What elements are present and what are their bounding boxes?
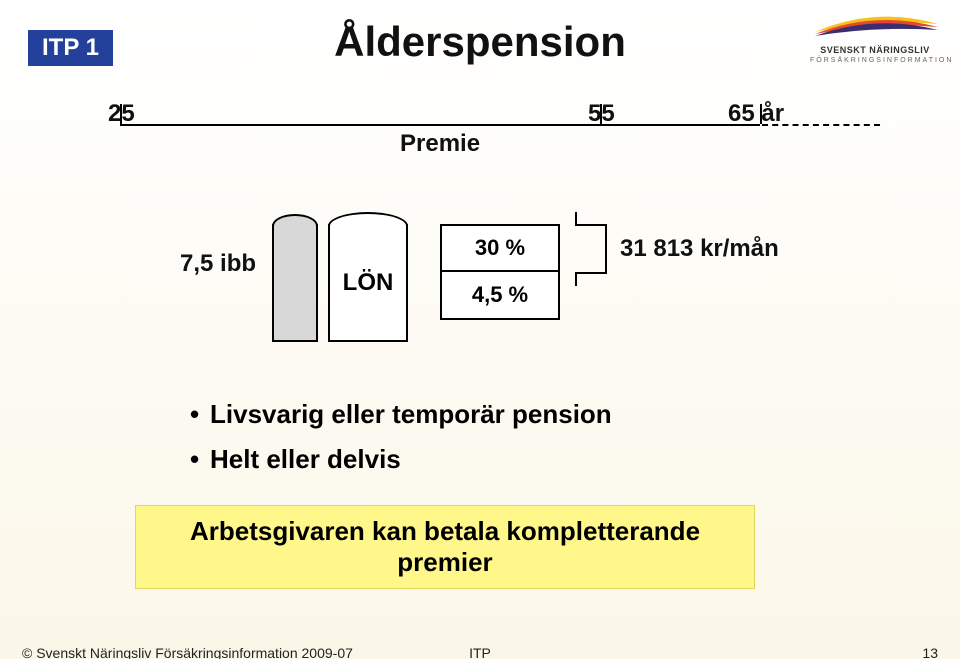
logo-text-2: FÖRSÄKRINGSINFORMATION (810, 57, 940, 64)
timeline-premie-label: Premie (400, 130, 480, 158)
timeline: 25 55 65 år Premie (80, 100, 880, 170)
label-krman: 31 813 kr/mån (620, 235, 779, 263)
slide: ITP 1 Ålderspension SVENSKT NÄRINGSLIV F… (0, 0, 960, 659)
bracket-tick-bottom (575, 272, 577, 286)
timeline-line (120, 124, 760, 126)
bullet-2: •Helt eller delvis (190, 440, 612, 479)
bar-45pct-text: 4,5 % (472, 282, 528, 308)
bracket-tick-top (575, 212, 577, 226)
timeline-tick-mid (600, 104, 602, 124)
logo-text-1: SVENSKT NÄRINGSLIV (810, 45, 940, 55)
lon-box: LÖN (328, 224, 408, 342)
timeline-tick-end (760, 104, 762, 124)
bullet-1: •Livsvarig eller temporär pension (190, 395, 612, 434)
salary-diagram: 7,5 ibb LÖN 30 % 4,5 % 31 813 kr/mån (180, 200, 780, 370)
label-75ibb: 7,5 ibb (180, 250, 256, 278)
bracket-bottom (575, 272, 607, 274)
logo-swoosh-icon (810, 12, 940, 38)
timeline-dashes (762, 124, 880, 126)
bullet-2-text: Helt eller delvis (210, 444, 401, 474)
ibb-box (272, 224, 318, 342)
bracket-right (605, 224, 607, 272)
timeline-tick-start (120, 104, 122, 124)
bullet-1-text: Livsvarig eller temporär pension (210, 399, 612, 429)
bullets: •Livsvarig eller temporär pension •Helt … (190, 395, 612, 485)
bar-30pct: 30 % (440, 224, 560, 272)
footer-page-number: 13 (922, 645, 938, 659)
bar-30pct-text: 30 % (475, 235, 525, 261)
lon-label: LÖN (343, 269, 394, 297)
logo: SVENSKT NÄRINGSLIV FÖRSÄKRINGSINFORMATIO… (810, 12, 940, 64)
bracket-top (575, 224, 607, 226)
bar-45pct: 4,5 % (440, 272, 560, 320)
highlight-box: Arbetsgivaren kan betala kompletterande … (135, 505, 755, 589)
footer-center: ITP (22, 645, 938, 659)
